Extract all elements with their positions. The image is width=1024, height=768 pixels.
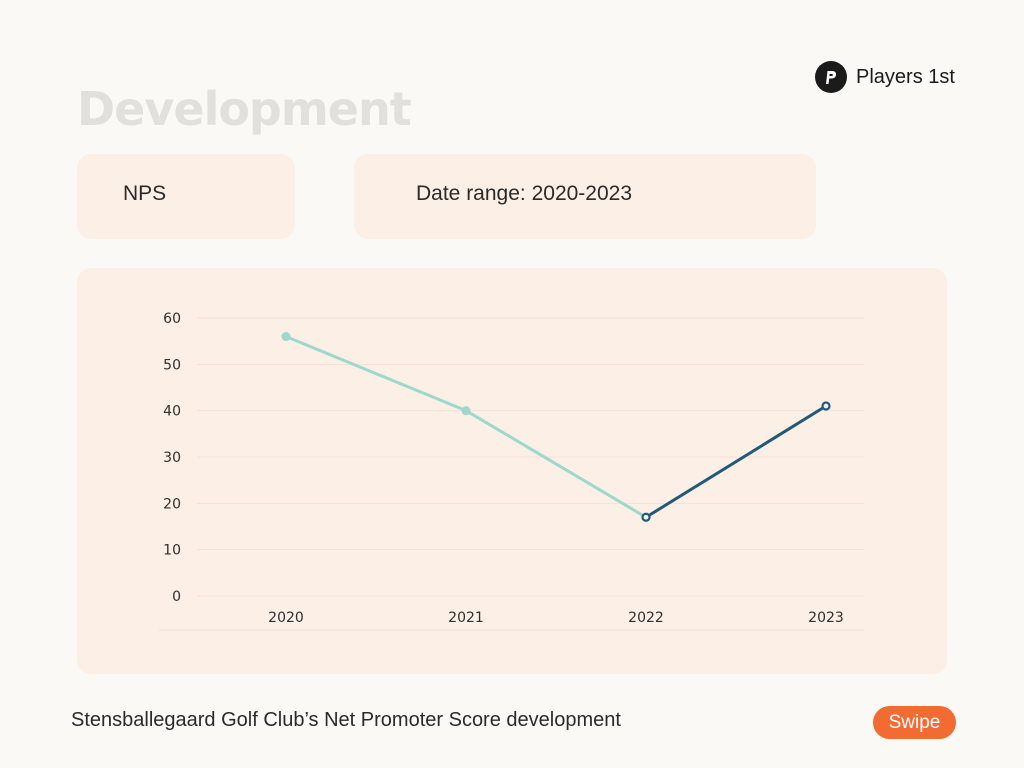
y-tick-label: 10	[163, 543, 181, 559]
data-point	[821, 401, 831, 411]
chart-caption: Stensballegaard Golf Club’s Net Promoter…	[71, 709, 621, 731]
y-tick-label: 60	[163, 311, 181, 327]
metric-selector[interactable]: NPS	[77, 154, 295, 239]
data-point	[641, 512, 651, 522]
x-tick-label: 2022	[628, 610, 664, 626]
y-tick-label: 0	[172, 589, 181, 605]
swipe-button[interactable]: Swipe	[873, 706, 956, 739]
y-tick-label: 20	[163, 496, 181, 512]
date-range-selector[interactable]: Date range: 2020-2023	[354, 154, 816, 239]
series-line-segment	[464, 409, 648, 519]
date-range-text: Date range: 2020-2023	[416, 182, 632, 206]
x-tick-label: 2021	[448, 610, 484, 626]
x-tick-label: 2020	[268, 610, 304, 626]
series-line-segment	[284, 335, 468, 413]
x-tick-label: 2023	[808, 610, 844, 626]
brand: Players 1st	[815, 61, 955, 93]
chart-card: 0 10 20 30 40 50 60 2020 2021 2022 2023	[77, 268, 947, 674]
p-logo-icon	[815, 61, 847, 93]
nps-line-chart: 0 10 20 30 40 50 60 2020 2021 2022 2023	[159, 311, 864, 631]
y-tick-label: 50	[163, 357, 181, 373]
y-tick-label: 30	[163, 450, 181, 466]
brand-name: Players 1st	[856, 65, 955, 88]
y-tick-label: 40	[163, 404, 181, 420]
page-title: Development	[77, 82, 412, 136]
date-range-label: Date range:	[416, 182, 526, 205]
data-point	[461, 406, 471, 416]
data-point	[281, 332, 291, 342]
metric-label: NPS	[123, 182, 167, 205]
series-line-segment	[644, 404, 828, 519]
date-range-value: 2020-2023	[531, 182, 633, 205]
